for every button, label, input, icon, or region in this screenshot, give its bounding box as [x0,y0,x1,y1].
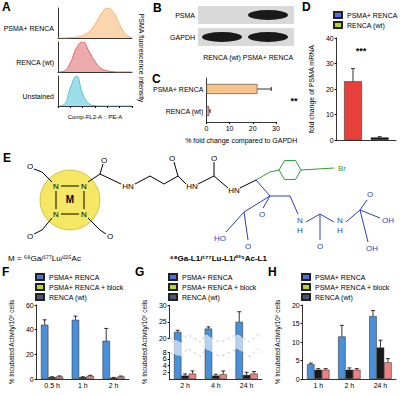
svg-text:O: O [317,242,323,251]
svg-text:% Incubated Activity/10⁶ cells: % Incubated Activity/10⁶ cells [8,299,16,384]
svg-text:RENCA (wt): RENCA (wt) [166,108,204,116]
svg-text:1 h: 1 h [78,382,88,389]
svg-text:fold change of PSMA mRNA: fold change of PSMA mRNA [308,45,316,133]
svg-text:PSMA+ RENCA + block: PSMA+ RENCA + block [315,284,390,291]
svg-text:PSMA+ RENCA + block: PSMA+ RENCA + block [182,284,257,291]
svg-text:B: B [153,1,162,15]
svg-text:HO: HO [214,234,226,243]
svg-text:25: 25 [159,318,167,325]
svg-text:O: O [169,154,175,163]
svg-text:40: 40 [326,35,334,42]
svg-text:E: E [3,151,11,165]
svg-text:20: 20 [249,125,257,132]
svg-text:PSMA+ RENCA: PSMA+ RENCA [49,274,100,281]
svg-text:% Incubated Activity/10⁶ cells: % Incubated Activity/10⁶ cells [141,299,149,384]
svg-text:15: 15 [292,320,300,327]
svg-text:O: O [107,232,113,241]
svg-text:RENCA (wt): RENCA (wt) [203,54,241,62]
svg-text:O: O [211,154,217,163]
svg-text:PSMA: PSMA [175,12,195,19]
svg-text:F: F [2,265,9,279]
svg-text:% Incubated Activity/10⁶ cells: % Incubated Activity/10⁶ cells [274,299,282,384]
svg-text:O: O [259,210,265,219]
svg-text:20: 20 [292,302,300,309]
svg-text:0.5 h: 0.5 h [44,382,60,389]
svg-text:2 h: 2 h [180,382,190,389]
svg-text:HN: HN [186,182,198,191]
svg-text:H: H [337,226,343,235]
svg-text:PSMA+ RENCA: PSMA+ RENCA [4,25,55,32]
svg-text:2: 2 [163,369,167,376]
svg-text:PSMA+ RENCA: PSMA+ RENCA [243,54,294,61]
svg-text:24 h: 24 h [374,382,388,389]
svg-text:M = ⁶⁸Ga/¹⁷⁷Lu/²²⁵Ac: M = ⁶⁸Ga/¹⁷⁷Lu/²²⁵Ac [8,254,81,263]
svg-text:4: 4 [163,362,167,369]
svg-text:C: C [152,72,161,86]
svg-text:20: 20 [326,86,334,93]
svg-text:30: 30 [326,60,334,67]
svg-text:8: 8 [163,349,167,356]
svg-text:PSMA+ RENCA: PSMA+ RENCA [182,274,233,281]
svg-text:24 h: 24 h [240,382,254,389]
svg-text:A: A [2,0,11,14]
svg-text:0: 0 [204,125,208,132]
svg-text:6: 6 [163,355,167,362]
svg-text:HN: HN [228,186,240,195]
svg-text:PSMA+ RENCA: PSMA+ RENCA [153,86,204,93]
svg-text:N: N [81,210,87,219]
svg-text:D: D [302,0,311,14]
svg-text:O: O [27,162,33,171]
svg-text:RENCA (wt): RENCA (wt) [16,59,54,67]
svg-text:2 h: 2 h [344,382,354,389]
svg-text:Unstained: Unstained [22,93,54,100]
svg-text:Br: Br [338,164,346,173]
svg-text:N: N [297,216,303,225]
svg-text:4 h: 4 h [211,382,221,389]
svg-text:30: 30 [159,302,167,309]
svg-text:10: 10 [226,125,234,132]
svg-text:GAPDH: GAPDH [170,34,195,41]
svg-text:PSMA+ RENCA: PSMA+ RENCA [315,274,366,281]
svg-text:RENCA (wt): RENCA (wt) [347,22,385,30]
svg-text:0: 0 [296,376,300,383]
svg-text:5: 5 [296,357,300,364]
svg-text:***: *** [356,46,367,56]
svg-text:**: ** [290,96,298,106]
svg-text:OH: OH [366,244,378,253]
svg-text:H: H [268,265,277,279]
svg-text:20: 20 [26,351,34,358]
svg-text:O: O [101,156,107,165]
svg-text:N: N [53,210,59,219]
svg-text:RENCA (wt): RENCA (wt) [182,294,220,302]
svg-text:⁶⁸Ga-L1/¹⁷⁷Lu-L1/²²⁵Ac-L1: ⁶⁸Ga-L1/¹⁷⁷Lu-L1/²²⁵Ac-L1 [170,254,267,263]
svg-text:N: N [337,216,343,225]
svg-text:O: O [245,242,251,251]
svg-text:PSMA fluorescence intensity: PSMA fluorescence intensity [137,14,145,103]
svg-text:N: N [81,182,87,191]
svg-text:1 h: 1 h [313,382,323,389]
svg-text:OH: OH [382,216,394,225]
svg-text:O: O [27,232,33,241]
svg-text:RENCA (wt): RENCA (wt) [315,294,353,302]
svg-text:G: G [135,265,144,279]
svg-text:10: 10 [326,111,334,118]
svg-text:% fold change compared to GAPD: % fold change compared to GAPDH [185,137,297,145]
svg-text:10: 10 [292,339,300,346]
svg-text:Comp-FL2-A :: PE-A: Comp-FL2-A :: PE-A [68,114,123,120]
svg-text:2 h: 2 h [109,382,119,389]
svg-text:40: 40 [26,326,34,333]
svg-text:O: O [367,190,373,199]
svg-text:M: M [66,194,74,205]
svg-text:0: 0 [330,137,334,144]
svg-text:20: 20 [159,335,167,342]
svg-text:PSMA+ RENCA: PSMA+ RENCA [347,12,398,19]
svg-text:PSMA+ RENCA + block: PSMA+ RENCA + block [49,284,124,291]
svg-text:H: H [297,226,303,235]
svg-text:30: 30 [272,125,280,132]
svg-text:60: 60 [26,302,34,309]
svg-text:HN: HN [122,182,134,191]
svg-text:RENCA (wt): RENCA (wt) [49,294,87,302]
svg-text:0: 0 [30,376,34,383]
svg-text:N: N [53,182,59,191]
